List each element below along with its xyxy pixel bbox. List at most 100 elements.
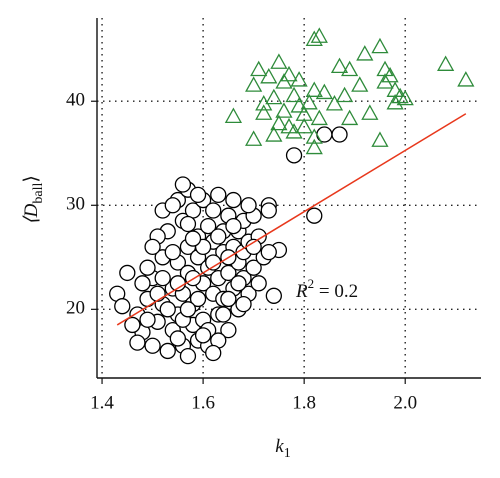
triangle-point [351, 76, 369, 92]
circle-point [205, 254, 222, 271]
circle-point [189, 186, 207, 204]
circle-point [134, 275, 151, 292]
triangle-point [371, 37, 389, 54]
circle-point [205, 202, 222, 219]
triangle-point [361, 104, 379, 120]
circle-point [260, 243, 277, 261]
y-tick-label: 40 [66, 90, 85, 111]
y-axis-label: ⟨Dball⟩ [21, 175, 46, 225]
triangle-point [335, 86, 354, 103]
triangle-point [270, 114, 288, 131]
triangle-point [371, 131, 389, 147]
triangle-point [245, 130, 263, 146]
circle-point [245, 259, 262, 276]
triangle-point [356, 45, 374, 61]
triangle-point [391, 87, 409, 104]
circle-point [114, 298, 131, 315]
triangle-point [270, 53, 288, 69]
circle-point [225, 217, 242, 235]
circle-point [174, 176, 192, 193]
circle-point [200, 217, 217, 235]
triangle-point [300, 93, 318, 110]
triangle-point [341, 60, 359, 77]
triangle-point [290, 97, 308, 113]
circle-point [220, 290, 237, 308]
annotation: R2 = 0.2 [295, 276, 358, 302]
circle-point [129, 334, 146, 351]
circle-point [154, 269, 171, 287]
circle-point [139, 259, 156, 276]
circle-point [205, 344, 222, 362]
triangle-point [265, 88, 283, 105]
fit-line [116, 113, 467, 326]
circle-point [210, 228, 227, 245]
circle-point [189, 290, 207, 308]
triangle-point [255, 104, 273, 120]
circle-point [184, 269, 202, 287]
triangle-point [250, 60, 268, 77]
circle-point [184, 230, 202, 247]
x-tick-label: 1.4 [90, 392, 114, 413]
circle-point [159, 301, 176, 318]
circle-point [265, 287, 282, 304]
triangle-point [376, 60, 394, 77]
triangle-point [285, 86, 303, 103]
triangle-point [310, 109, 328, 126]
circle-point [331, 126, 348, 143]
triangle-point [295, 117, 313, 134]
triangle-point [280, 65, 298, 82]
triangle-point [341, 109, 359, 126]
circle-point [179, 215, 197, 233]
circle-point [164, 243, 181, 261]
triangle-point [305, 81, 323, 97]
triangle-point [290, 71, 308, 87]
circle-point [260, 202, 277, 219]
circle-point [124, 316, 141, 334]
triangle-point [260, 67, 278, 84]
triangle-point [437, 55, 455, 71]
x-tick-label: 1.8 [292, 392, 316, 413]
circle-point [139, 311, 156, 328]
circle-point [119, 264, 136, 282]
triangle-point [457, 71, 475, 87]
triangle-point [330, 57, 349, 74]
y-tick-label: 30 [66, 194, 85, 215]
circle-point [194, 327, 212, 344]
circle-point [179, 301, 197, 318]
triangle-point [396, 89, 414, 106]
triangle-point [305, 138, 323, 155]
triangle-point [381, 66, 399, 83]
triangle-point [325, 95, 344, 111]
circle-point [285, 147, 303, 164]
circle-point [210, 186, 227, 204]
circle-point [159, 342, 176, 360]
triangle-point [265, 126, 283, 142]
circle-point [306, 207, 323, 224]
triangle-point [245, 76, 263, 92]
circle-point [225, 191, 242, 209]
circle-point [215, 306, 232, 323]
circle-point [144, 337, 161, 354]
circle-point [316, 126, 333, 143]
circle-point [230, 275, 247, 292]
x-axis-label: k1 [275, 436, 290, 461]
triangle-point [275, 102, 293, 118]
circle-point [240, 197, 257, 214]
circle-point [220, 321, 237, 339]
x-tick-label: 1.6 [191, 392, 215, 413]
circle-point [179, 348, 197, 365]
circle-point [164, 197, 181, 214]
triangle-point [255, 95, 273, 111]
circle-point [144, 238, 161, 256]
x-tick-label: 2.0 [393, 392, 417, 413]
triangle-point [315, 83, 333, 100]
circle-point [235, 295, 252, 313]
circle-point [169, 330, 186, 347]
triangle-point [305, 128, 323, 144]
triangle-point [305, 30, 323, 46]
circle-point [250, 275, 267, 292]
y-tick-label: 20 [66, 298, 85, 319]
triangle-point [224, 107, 243, 123]
triangle-point [285, 123, 303, 139]
